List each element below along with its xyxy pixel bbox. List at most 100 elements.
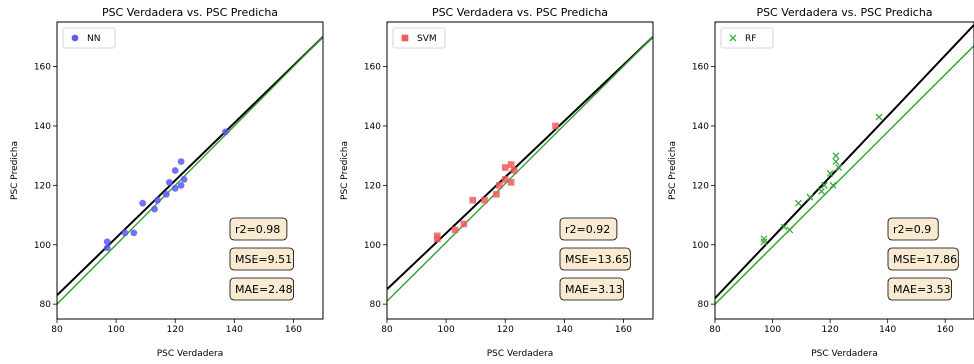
stat-box: MSE=13.65 [559, 247, 631, 271]
stat-label: MSE=9.51 [235, 253, 292, 266]
chart-panel-1: PSC Verdadera vs. PSC Predicha 80 100 120 14… [10, 6, 324, 359]
legend: RF [720, 27, 774, 49]
data-point [103, 244, 111, 252]
legend-label: SVM [417, 34, 437, 44]
chart-title: PSC Verdadera vs. PSC Predicha [756, 6, 932, 19]
data-point [507, 179, 515, 186]
data-point [171, 184, 179, 192]
stat-box-bg [229, 217, 288, 241]
stat-box-bg [887, 277, 952, 301]
stat-box-bg [559, 277, 624, 301]
stat-label: MAE=3.53 [893, 283, 951, 296]
y-tick-label: 160 [364, 63, 381, 73]
data-point [103, 238, 111, 246]
x-tick-label: 160 [285, 325, 302, 335]
fit-lines [387, 36, 653, 302]
y-tick-label: 120 [34, 181, 51, 191]
x-tick-label: 140 [879, 325, 896, 335]
stat-label: r2=0.92 [565, 223, 610, 236]
x-axis-label: PSC Verdadera [487, 349, 554, 359]
data-point [818, 187, 825, 195]
data-point [510, 167, 518, 174]
plot-area [387, 22, 653, 319]
y-tick-label: 160 [34, 63, 51, 73]
chart-title: PSC Verdadera vs. PSC Predicha [102, 6, 278, 19]
y-tick-label: 80 [40, 300, 52, 310]
y-tick-label: 80 [698, 300, 710, 310]
data-point [481, 196, 488, 204]
x-tick-label: 140 [226, 325, 243, 335]
green-fit-line [715, 45, 974, 305]
stat-box: r2=0.9 [887, 217, 939, 241]
y-tick-label: 140 [34, 122, 51, 132]
data-point [180, 176, 188, 183]
y-tick-label: 140 [364, 122, 381, 132]
data-point [832, 152, 840, 160]
data-point [507, 161, 515, 168]
x-tick-label: 100 [108, 325, 125, 335]
x-tick-label: 120 [822, 325, 839, 335]
stat-label: r2=0.98 [235, 223, 280, 236]
stat-box: MSE=9.51 [229, 247, 294, 271]
y-tick-label: 100 [364, 241, 381, 251]
stat-box-bg [887, 217, 939, 241]
stat-box: MAE=3.13 [559, 277, 624, 301]
x-tick-label: 140 [556, 325, 573, 335]
stat-box-bg [887, 247, 959, 271]
stat-box-bg [559, 217, 618, 241]
x-axis-label: PSC Verdadera [157, 349, 224, 359]
data-point [501, 164, 509, 171]
stat-box: MAE=3.53 [887, 277, 952, 301]
legend: SVM [392, 27, 446, 49]
stat-box-bg [229, 277, 294, 301]
stat-label: MAE=2.48 [235, 283, 293, 296]
y-tick-label: 160 [692, 63, 709, 73]
fit-lines [715, 24, 974, 305]
data-points [103, 128, 229, 252]
y-tick-label: 120 [364, 181, 381, 191]
data-point [794, 199, 802, 207]
stat-box: MSE=17.86 [887, 247, 959, 271]
data-point [139, 199, 147, 207]
green-fit-line [57, 36, 323, 305]
data-point [806, 193, 814, 201]
legend-box [392, 27, 446, 49]
data-point [177, 158, 185, 165]
y-tick-label: 120 [692, 181, 709, 191]
axes-frame [714, 21, 974, 320]
y-tick-label: 100 [692, 241, 709, 251]
data-point [829, 181, 837, 189]
x-tick-label: 160 [937, 325, 954, 335]
y-axis-label: PSC Predicha [668, 141, 678, 200]
data-point [130, 229, 138, 237]
legend-box [720, 27, 774, 49]
legend-label: RF [745, 34, 756, 44]
data-point [835, 164, 843, 171]
y-tick-label: 140 [692, 122, 709, 132]
x-tick-label: 100 [764, 325, 781, 335]
data-point [786, 226, 794, 234]
data-point [469, 196, 477, 204]
data-points [760, 113, 883, 246]
data-point [493, 190, 500, 198]
fit-lines [57, 36, 323, 305]
legend-marker [401, 34, 409, 42]
data-point [154, 196, 161, 204]
y-axis-label: PSC Predicha [10, 141, 20, 200]
legend-box [62, 27, 116, 49]
chart-panel-3: PSC Verdadera vs. PSC Predicha 80 100 120 14… [668, 6, 974, 359]
data-point [162, 190, 170, 198]
data-point [826, 170, 834, 177]
data-point [433, 232, 441, 240]
stat-box: r2=0.92 [559, 217, 618, 241]
y-tick-label: 100 [34, 241, 51, 251]
data-point [501, 176, 509, 183]
x-tick-label: 120 [497, 325, 514, 335]
x-axis-label: PSC Verdadera [811, 349, 878, 359]
data-point [496, 182, 503, 189]
x-tick-label: 100 [438, 325, 455, 335]
data-point [171, 167, 179, 174]
legend: NN [62, 27, 116, 49]
data-point [151, 205, 158, 213]
data-point [165, 178, 173, 186]
